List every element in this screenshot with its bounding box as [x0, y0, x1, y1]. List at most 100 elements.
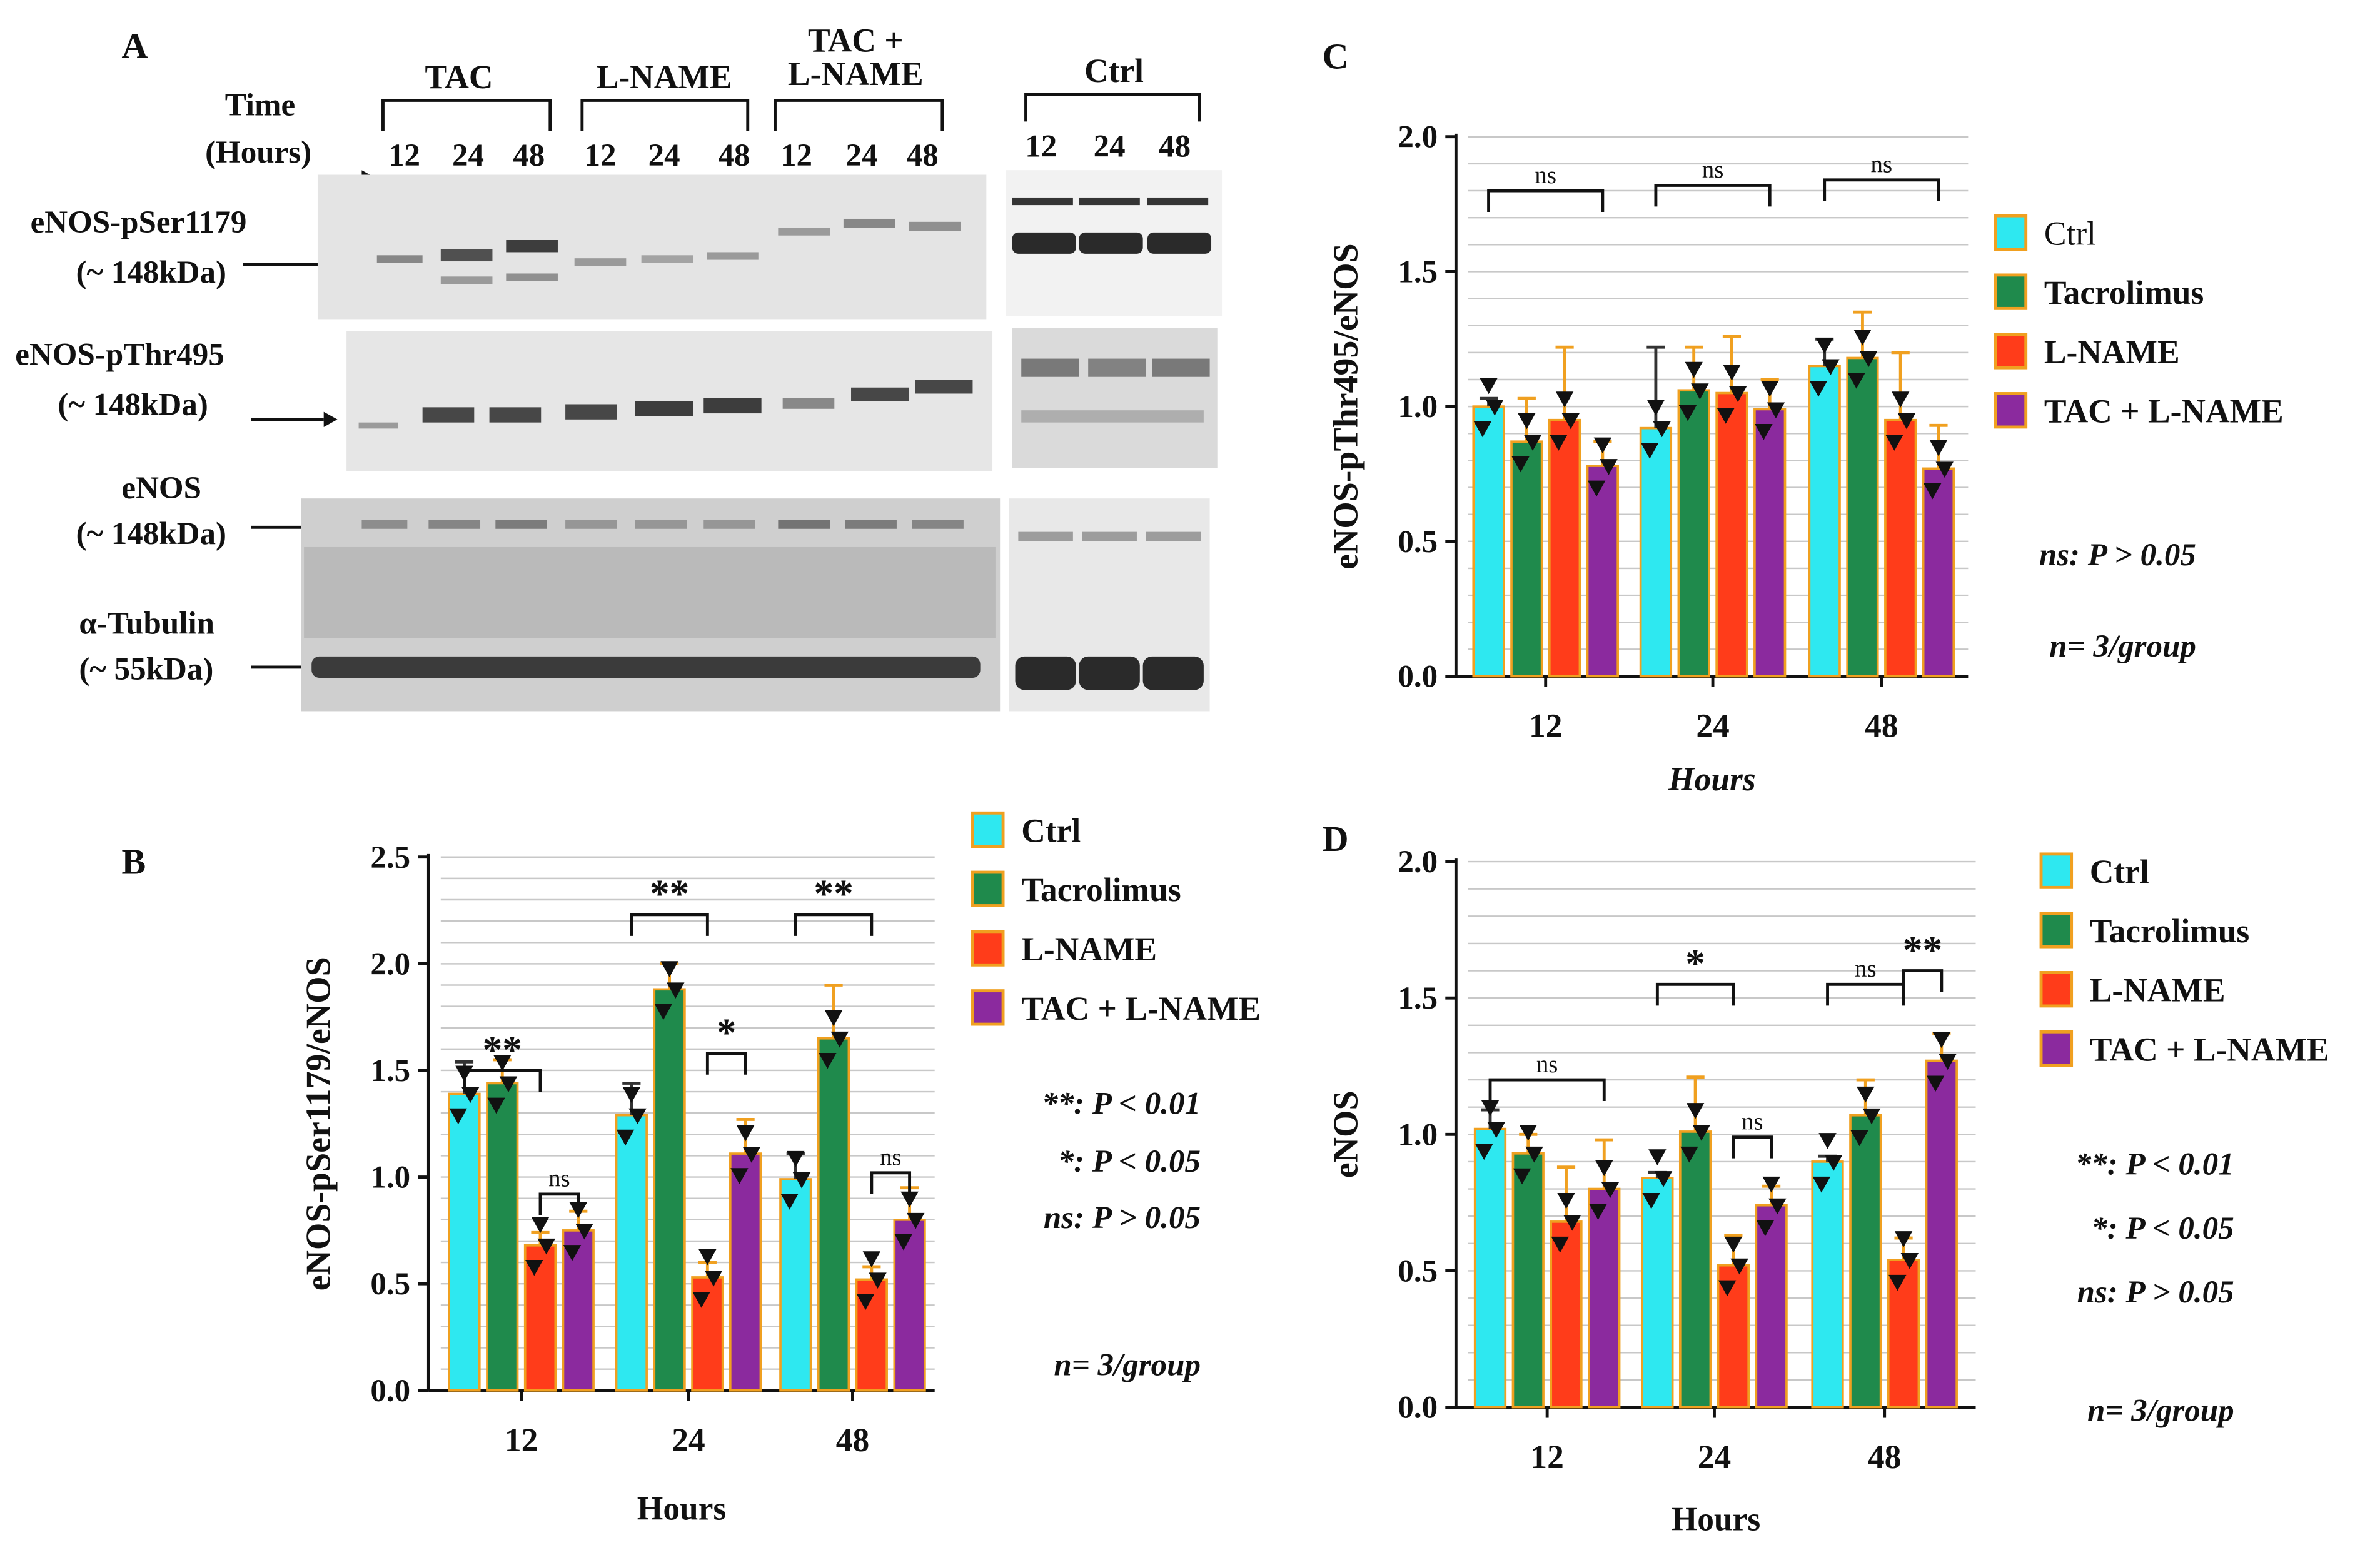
replicate-marker: [1600, 459, 1618, 475]
y-tick-label: 0.0: [1398, 660, 1438, 695]
lane-hour: 48: [907, 138, 939, 173]
bar: [1811, 1160, 1844, 1409]
legend-swatch: [971, 811, 1005, 848]
replicate-marker: [449, 1108, 467, 1125]
replicate-marker: [1825, 1154, 1843, 1171]
replicate-marker: [698, 1249, 717, 1266]
replicate-marker: [487, 1097, 505, 1114]
replicate-marker: [1894, 1231, 1913, 1247]
replicate-marker: [1809, 380, 1828, 397]
replicate-marker: [1723, 365, 1741, 381]
bar: [1887, 1259, 1920, 1409]
significance-label: *: [1685, 942, 1705, 985]
replicate-marker: [1850, 1130, 1868, 1147]
replicate-marker: [704, 1271, 723, 1287]
y-tick-label: 1.5: [1398, 254, 1438, 289]
significance-bracket: [794, 913, 874, 936]
y-tick-label: 0.5: [1398, 1254, 1438, 1289]
replicate-marker: [1561, 413, 1580, 430]
bar: [1849, 1114, 1882, 1409]
bar: [1677, 389, 1710, 678]
group-bracket-lname: [580, 98, 750, 131]
legend-swatch: [971, 930, 1005, 967]
lane-hour: 12: [1025, 129, 1057, 164]
replicate-marker: [1730, 1258, 1748, 1275]
replicate-marker: [1812, 1176, 1831, 1193]
bar: [817, 1037, 850, 1392]
replicate-marker: [461, 1087, 480, 1104]
y-tick-label: 0.5: [370, 1267, 410, 1302]
y-tick-label: 2.0: [1398, 845, 1438, 880]
significance-label: **: [650, 872, 689, 916]
significance-label: ns: [880, 1144, 902, 1171]
bar: [562, 1229, 595, 1392]
replicate-marker: [1589, 1204, 1607, 1220]
replicate-marker: [1897, 413, 1916, 430]
x-tick-label: 48: [1868, 1438, 1901, 1476]
legend-swatch: [2039, 852, 2074, 889]
group-bracket-tac-lname: [774, 98, 944, 131]
significance-bracket: [1732, 1135, 1773, 1159]
significance-note: n= 3/group: [2087, 1393, 2234, 1428]
replicate-marker: [1511, 456, 1530, 473]
row-label-pser-kda: (~ 148kDa): [76, 255, 227, 290]
group-bracket-tac: [381, 98, 552, 131]
legend-label: Ctrl: [2044, 214, 2096, 252]
lane-hour: 24: [1094, 129, 1126, 164]
y-tick-label: 2.0: [1398, 120, 1438, 155]
replicate-marker: [654, 1004, 673, 1020]
panel-a: A Time (Hours) TAC L-NAME TAC + L-NAME C…: [15, 22, 1223, 712]
replicate-marker: [1593, 437, 1612, 454]
y-tick-label: 1.0: [1398, 1117, 1438, 1152]
significance-note: n= 3/group: [2049, 629, 2196, 664]
lane-hour: 48: [513, 138, 545, 173]
replicate-marker: [742, 1147, 761, 1163]
bar: [1884, 418, 1917, 678]
bar: [1586, 465, 1619, 678]
significance-bracket: [1902, 969, 1944, 992]
replicate-marker: [493, 1055, 512, 1071]
replicate-marker: [1642, 1193, 1660, 1209]
replicate-marker: [1756, 1220, 1775, 1237]
replicate-marker: [730, 1168, 749, 1184]
x-axis-label: Hours: [1668, 760, 1756, 798]
bar: [1588, 1187, 1621, 1409]
replicate-marker: [819, 1052, 837, 1069]
significance-label: *: [717, 1011, 737, 1055]
significance-bracket: [1826, 982, 1905, 1006]
replicate-marker: [1853, 330, 1872, 346]
replicate-marker: [499, 1076, 518, 1093]
significance-note: ns: P > 0.05: [1044, 1200, 1201, 1235]
replicate-marker: [1563, 1214, 1581, 1231]
y-tick-label: 0.0: [1398, 1391, 1438, 1426]
significance-note: **: P < 0.01: [2075, 1147, 2234, 1182]
legend-label: TAC + L-NAME: [2090, 1030, 2329, 1068]
group-label-lname: L-NAME: [597, 58, 732, 96]
legend-swatch: [1994, 273, 2028, 310]
row-label-pthr: eNOS-pThr495: [15, 337, 224, 372]
replicate-marker: [1646, 400, 1665, 416]
replicate-marker: [563, 1245, 582, 1261]
x-tick-label: 12: [1530, 1438, 1563, 1476]
legend-swatch: [971, 989, 1005, 1026]
row-label-tubulin: α-Tubulin: [79, 606, 214, 641]
x-tick-label: 48: [1865, 707, 1898, 745]
replicate-marker: [1654, 1171, 1673, 1187]
significance-label: **: [483, 1028, 522, 1072]
row-label-enos: eNOS: [121, 471, 201, 506]
replicate-marker: [1760, 380, 1779, 397]
replicate-marker: [1680, 1146, 1698, 1163]
legend-swatch: [971, 870, 1005, 907]
significance-bracket: [538, 1192, 580, 1215]
significance-bracket: [463, 1069, 542, 1092]
replicate-marker: [1718, 1280, 1737, 1297]
lane-hour: 24: [452, 138, 484, 173]
bar: [653, 988, 686, 1392]
legend-label: Tacrolimus: [1021, 871, 1181, 908]
bar: [1922, 467, 1955, 678]
replicate-marker: [616, 1129, 635, 1146]
legend-swatch: [2039, 971, 2074, 1008]
replicate-marker: [1648, 1149, 1667, 1165]
row-label-enos-kda: (~ 148kDa): [76, 516, 227, 551]
